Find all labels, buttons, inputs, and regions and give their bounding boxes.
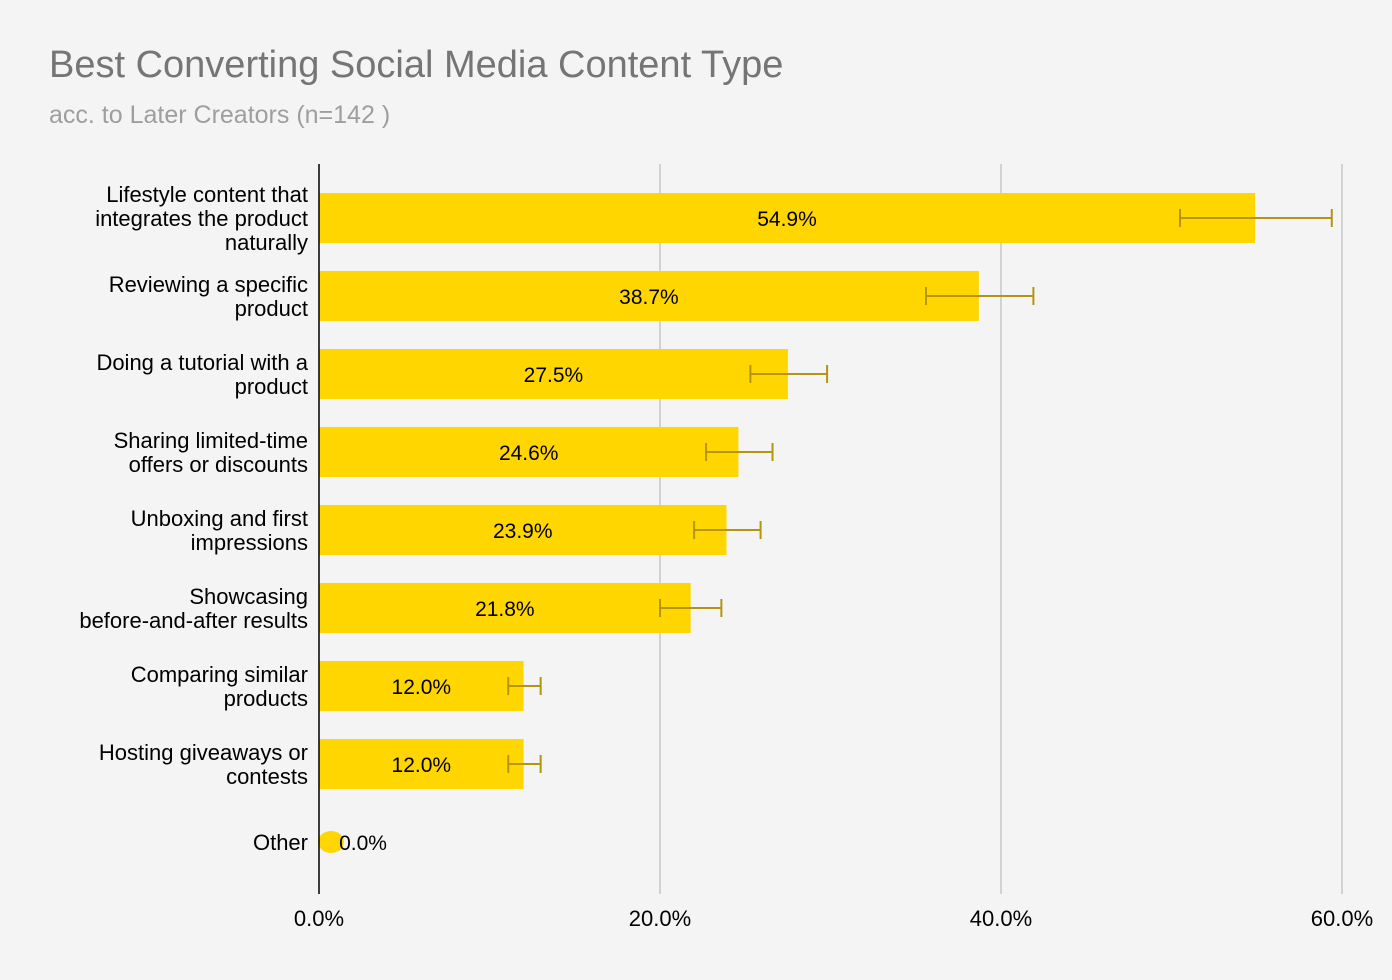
bar: [319, 505, 727, 555]
category-label: impressions: [191, 530, 308, 555]
category-label: Comparing similar: [131, 662, 308, 687]
bar: [319, 661, 524, 711]
value-label: 0.0%: [339, 832, 387, 855]
x-axis-ticks: 0.0% 20.0% 40.0% 60.0%: [294, 906, 1373, 931]
chart-subtitle: acc. to Later Creators (n=142 ): [49, 101, 391, 129]
category-label: Hosting giveaways or: [99, 740, 308, 765]
category-label: Unboxing and first: [131, 506, 308, 531]
value-label: 21.8%: [475, 598, 535, 621]
bar: [319, 427, 739, 477]
category-label: Doing a tutorial with a: [96, 350, 308, 375]
category-label: offers or discounts: [129, 452, 308, 477]
chart-title: Best Converting Social Media Content Typ…: [49, 44, 784, 86]
category-label: naturally: [225, 230, 308, 255]
bar: [318, 831, 344, 853]
category-label: before-and-after results: [79, 608, 308, 633]
category-label: Other: [253, 830, 308, 855]
category-label: product: [235, 296, 308, 321]
bar: [319, 193, 1256, 243]
bar: [319, 583, 691, 633]
value-label: 12.0%: [392, 676, 452, 699]
value-labels: 54.9% 38.7% 27.5% 24.6% 23.9% 21.8% 12.0% 12.0%…: [339, 208, 817, 855]
value-label: 23.9%: [493, 520, 553, 543]
value-label: 12.0%: [392, 754, 452, 777]
x-tick-label: 20.0%: [629, 906, 691, 931]
category-label: Sharing limited-time: [114, 428, 308, 453]
category-label: products: [224, 686, 308, 711]
category-label: contests: [226, 764, 308, 789]
category-label: product: [235, 374, 308, 399]
bar: [319, 271, 979, 321]
bars: [318, 193, 1256, 853]
value-label: 27.5%: [524, 364, 584, 387]
value-label: 24.6%: [499, 442, 559, 465]
category-label: Showcasing: [189, 584, 308, 609]
error-bars: [507, 209, 1333, 773]
category-label: Reviewing a specific: [109, 272, 308, 297]
bar: [319, 349, 788, 399]
value-label: 38.7%: [619, 286, 679, 309]
x-tick-label: 60.0%: [1311, 906, 1373, 931]
value-label: 54.9%: [757, 208, 817, 231]
category-label: Lifestyle content that: [106, 182, 308, 207]
bar: [319, 739, 524, 789]
x-tick-label: 40.0%: [970, 906, 1032, 931]
x-tick-label: 0.0%: [294, 906, 344, 931]
category-label: integrates the product: [95, 206, 308, 231]
